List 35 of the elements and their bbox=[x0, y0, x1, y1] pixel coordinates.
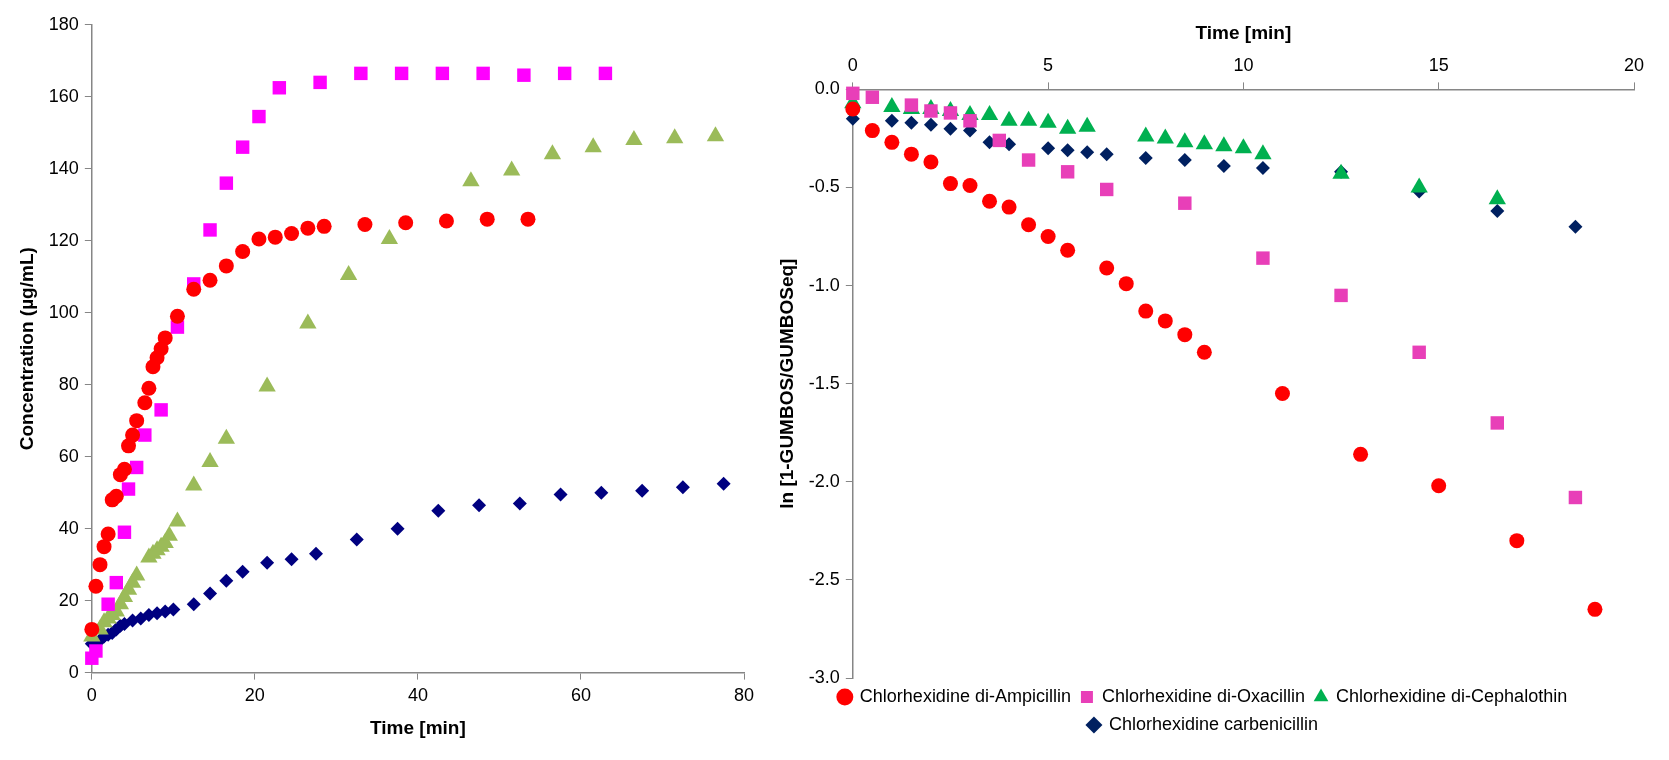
legend-label: Chlorhexidine carbenicillin bbox=[1108, 713, 1319, 734]
x-tick-label: 60 bbox=[570, 685, 591, 706]
y-tick-label: 20 bbox=[58, 589, 79, 610]
y-tick-label: -2.5 bbox=[808, 568, 840, 589]
x-tick-label: 80 bbox=[733, 685, 755, 706]
y-tick-label: 0 bbox=[68, 661, 79, 682]
y-tick-label: 100 bbox=[48, 301, 79, 322]
x-tick-label: 20 bbox=[244, 685, 265, 706]
y-tick-label: -2.0 bbox=[808, 470, 840, 491]
y-tick-label: -0.5 bbox=[808, 176, 840, 197]
y-tick-label: 160 bbox=[48, 85, 79, 106]
legend-label: Chlorhexidine di-Cephalothin bbox=[1336, 685, 1568, 706]
x-axis-title: Time [min] bbox=[1195, 21, 1292, 43]
legend-label: Chlorhexidine di-Ampicillin bbox=[859, 685, 1071, 706]
legend-label: Chlorhexidine di-Oxacillin bbox=[1101, 685, 1306, 706]
x-axis-title: Time [min] bbox=[370, 716, 466, 738]
y-tick-label: 80 bbox=[58, 373, 79, 394]
x-tick-label: 10 bbox=[1233, 54, 1254, 75]
x-tick-label: 0 bbox=[847, 54, 858, 75]
y-tick-label: 140 bbox=[48, 157, 79, 178]
y-tick-label: -1.0 bbox=[808, 274, 840, 295]
y-tick-label: 40 bbox=[58, 517, 79, 538]
x-tick-label: 5 bbox=[1043, 54, 1054, 75]
y-tick-label: 180 bbox=[48, 13, 79, 34]
x-tick-label: 15 bbox=[1428, 54, 1449, 75]
y-tick-label: -3.0 bbox=[808, 666, 840, 687]
y-axis-title: Concentration (µg/mL) bbox=[15, 247, 37, 451]
x-tick-label: 40 bbox=[407, 685, 428, 706]
y-axis-title: ln [1-GUMBOS/GUMBOSeq] bbox=[775, 258, 797, 509]
y-tick-label: 0.0 bbox=[814, 78, 840, 99]
y-tick-label: 60 bbox=[58, 445, 79, 466]
x-tick-label: 0 bbox=[86, 685, 97, 706]
y-tick-label: -1.5 bbox=[808, 372, 840, 393]
y-tick-label: 120 bbox=[48, 229, 79, 250]
x-tick-label: 20 bbox=[1623, 54, 1645, 75]
